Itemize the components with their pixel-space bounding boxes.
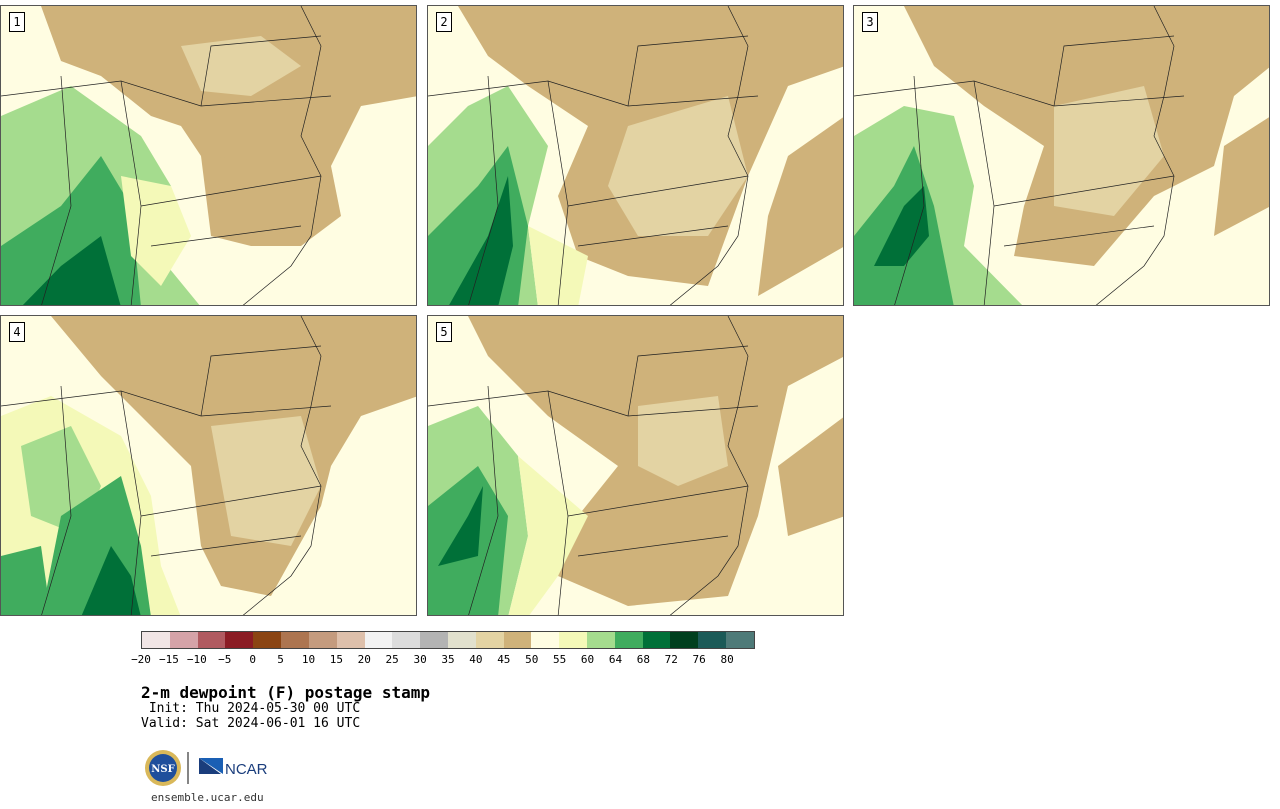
colorbar-swatch (642, 632, 671, 648)
ncar-logo: NCAR (199, 758, 268, 778)
colorbar-swatch (670, 632, 699, 648)
colorbar-swatch (142, 632, 170, 648)
map-panel-2[interactable]: 2 (427, 5, 844, 306)
colorbar-swatch (336, 632, 365, 648)
colorbar-tick-label: 64 (608, 653, 623, 666)
colorbar-tick-label: −15 (158, 653, 179, 666)
colorbar-swatch (392, 632, 421, 648)
colorbar-swatch (364, 632, 393, 648)
logos: NSF NCAR (145, 750, 268, 786)
map-panel-4[interactable]: 4 (0, 315, 417, 616)
colorbar-ticks: −20 −15 −10 −5 0 5 10 15 20 25 30 35 40 45 50 55 60 64 68 7… (131, 653, 755, 667)
colorbar-tick-label: 10 (301, 653, 316, 666)
svg-text:NSF: NSF (151, 764, 174, 775)
panel-number: 2 (436, 12, 452, 32)
colorbar-tick-label: 25 (385, 653, 399, 666)
colorbar-tick-label: −20 (131, 653, 151, 666)
colorbar-swatch (197, 632, 226, 648)
panel-number: 4 (9, 322, 25, 342)
colorbar-tick-label: 60 (580, 653, 595, 666)
colorbar-tick-label: 20 (357, 653, 371, 666)
map-panel-5[interactable]: 5 (427, 315, 844, 616)
colorbar-swatch (726, 632, 754, 648)
nsf-logo: NSF (145, 750, 181, 786)
colorbar-swatch (420, 632, 448, 648)
panel-number: 5 (436, 322, 452, 342)
colorbar-swatch (475, 632, 504, 648)
colorbar (141, 631, 755, 649)
colorbar-tick-label: 5 (277, 653, 284, 666)
colorbar-swatch (308, 632, 337, 648)
colorbar-tick-label: 45 (497, 653, 511, 666)
colorbar-tick-label: 72 (664, 653, 678, 666)
plot-title: 2-m dewpoint (F) postage stamp (141, 683, 430, 702)
colorbar-swatch (253, 632, 282, 648)
dewpoint-map (428, 6, 843, 305)
colorbar-swatch (447, 632, 476, 648)
colorbar-tick-label: 80 (720, 653, 734, 666)
colorbar-tick-label: −10 (186, 653, 207, 666)
panel-number: 3 (862, 12, 878, 32)
colorbar-swatch (531, 632, 560, 648)
colorbar-tick-label: 0 (249, 653, 256, 666)
colorbar-tick-label: −5 (218, 653, 232, 666)
valid-time: Valid: Sat 2024-06-01 16 UTC (141, 716, 361, 731)
site-url: ensemble.ucar.edu (151, 791, 264, 804)
colorbar-tick-label: 55 (553, 653, 567, 666)
colorbar-tick-label: 50 (525, 653, 539, 666)
map-panel-3[interactable]: 3 (853, 5, 1270, 306)
colorbar-tick-label: 15 (329, 653, 343, 666)
dewpoint-map (428, 316, 843, 615)
colorbar-swatch (503, 632, 532, 648)
dewpoint-map (1, 6, 416, 305)
colorbar-tick-label: 76 (692, 653, 706, 666)
colorbar-swatch (281, 632, 309, 648)
panel-number: 1 (9, 12, 25, 32)
colorbar-tick-label: 68 (636, 653, 650, 666)
colorbar-swatch (587, 632, 615, 648)
colorbar-tick-label: 35 (441, 653, 455, 666)
colorbar-swatch (559, 632, 587, 648)
colorbar-tick-label: 40 (469, 653, 483, 666)
dewpoint-map (854, 6, 1269, 305)
colorbar-tick-label: 30 (413, 653, 427, 666)
colorbar-swatch (698, 632, 727, 648)
colorbar-swatch (169, 632, 198, 648)
colorbar-swatch (614, 632, 643, 648)
map-panel-1[interactable]: 1 (0, 5, 417, 306)
colorbar-swatch (225, 632, 254, 648)
init-time: Init: Thu 2024-05-30 00 UTC (141, 701, 361, 716)
svg-text:NCAR: NCAR (225, 761, 268, 778)
dewpoint-map (1, 316, 416, 615)
